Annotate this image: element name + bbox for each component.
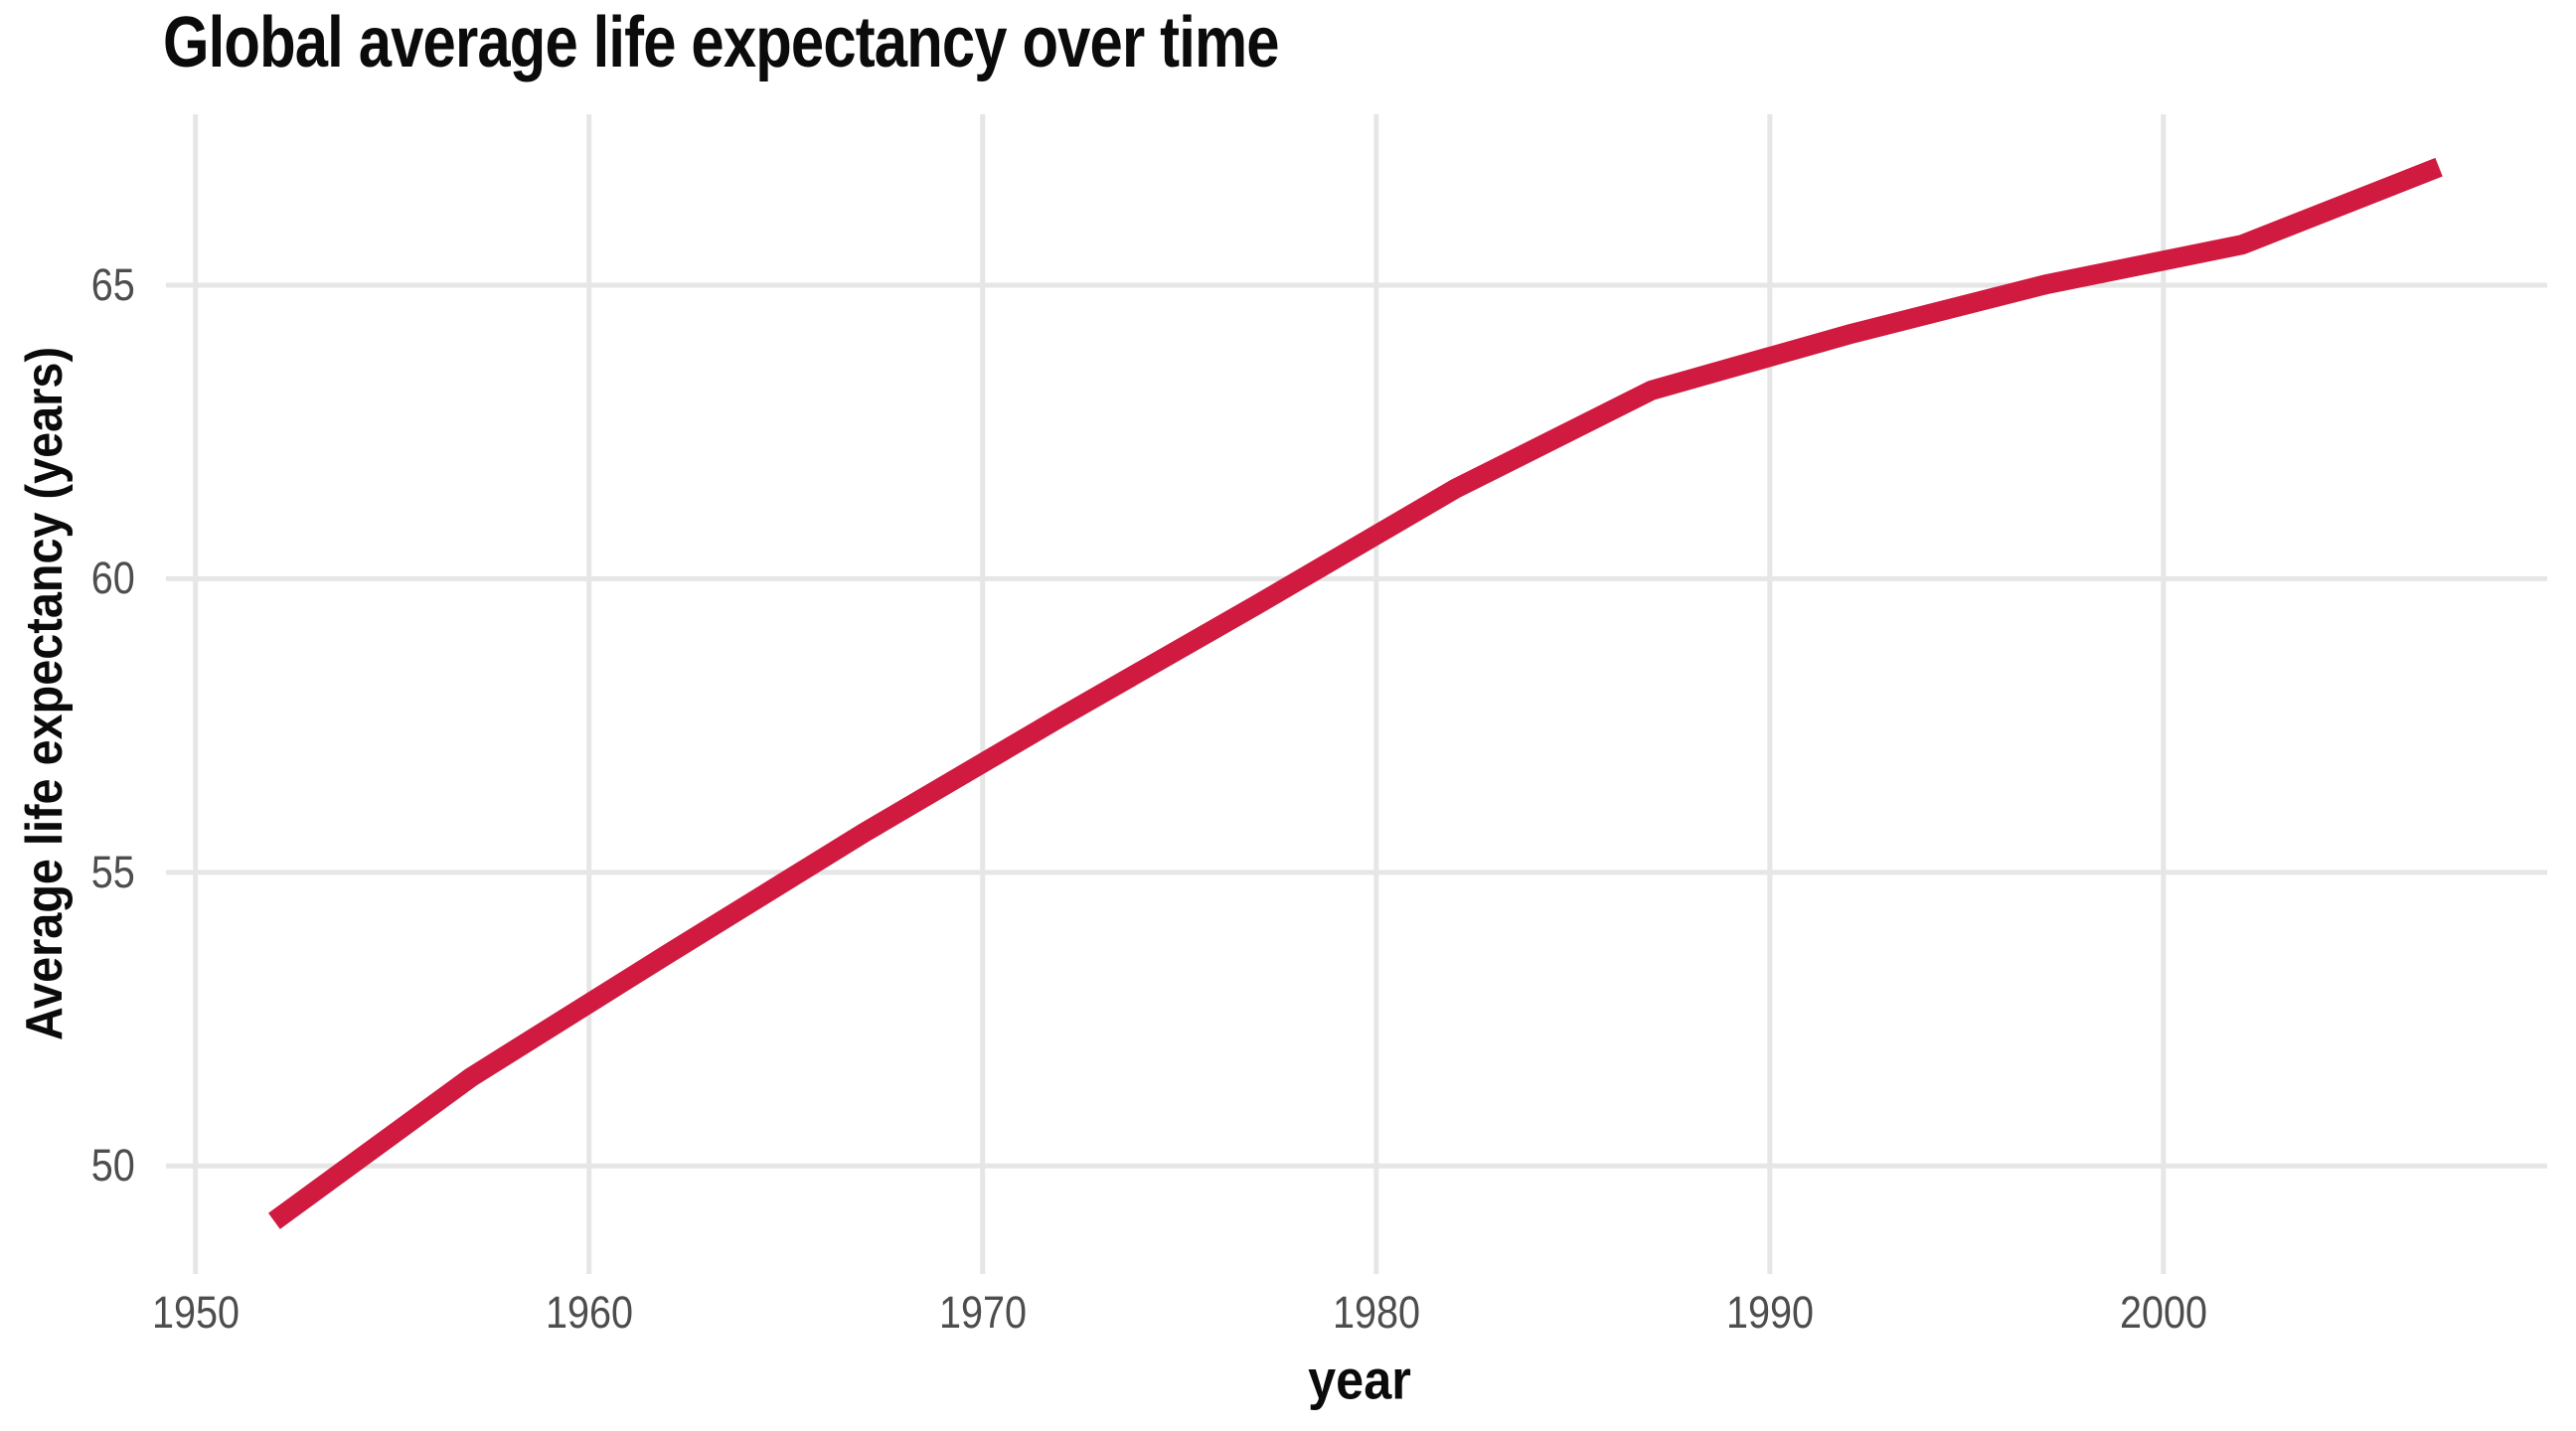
x-tick-label-1990: 1990 — [1725, 1287, 1814, 1338]
global-average-life-expectancy-line — [268, 157, 2443, 1229]
x-tick-label-1960: 1960 — [545, 1287, 633, 1338]
chart-title: Global average life expectancy over time — [163, 3, 1280, 82]
x-tick-label-1980: 1980 — [1332, 1287, 1420, 1338]
y-axis-title: Average life expectancy (years) — [16, 346, 74, 1041]
x-tick-label-1950: 1950 — [151, 1287, 240, 1338]
y-tick-label-55: 55 — [90, 846, 135, 897]
y-tick-label-60: 60 — [90, 553, 135, 604]
gridlines — [166, 114, 2547, 1274]
y-tick-label-50: 50 — [90, 1140, 135, 1192]
data-series — [268, 157, 2443, 1229]
x-axis-title: year — [1308, 1348, 1411, 1411]
x-tick-label-1970: 1970 — [938, 1287, 1027, 1338]
y-tick-label-65: 65 — [90, 258, 135, 310]
x-tick-label-2000: 2000 — [2119, 1287, 2207, 1338]
